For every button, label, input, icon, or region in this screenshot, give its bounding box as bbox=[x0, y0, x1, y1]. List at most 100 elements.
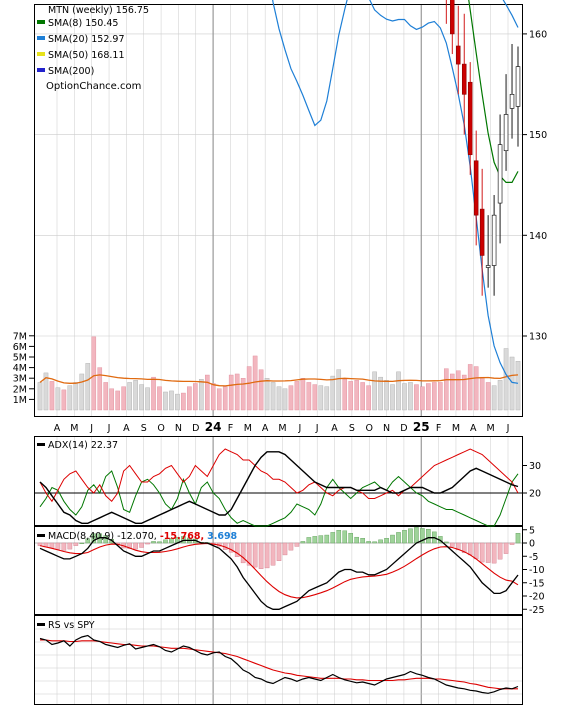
x-tick-label: N bbox=[175, 423, 182, 434]
macd-histogram-bar bbox=[258, 542, 264, 569]
x-tick-label: A bbox=[54, 423, 61, 434]
x-tick-label: A bbox=[262, 423, 269, 434]
volume-bar bbox=[67, 385, 73, 411]
macd-tick-label: 0 bbox=[529, 539, 535, 550]
volume-tick-label: 3M bbox=[13, 374, 27, 385]
macd-legend-swatch bbox=[37, 534, 45, 537]
macd-legend-value2: 3.698 bbox=[207, 531, 237, 542]
candle-body bbox=[461, 63, 467, 95]
macd-histogram-bar bbox=[336, 530, 342, 544]
macd-histogram-bar bbox=[234, 542, 240, 557]
macd-histogram-bar bbox=[467, 542, 473, 556]
macd-histogram-bar bbox=[276, 542, 282, 561]
volume-bar bbox=[473, 366, 479, 411]
volume-bar bbox=[402, 383, 407, 411]
volume-bar bbox=[205, 374, 210, 411]
macd-histogram-bar bbox=[91, 533, 97, 544]
volume-bar bbox=[426, 383, 431, 411]
x-tick-label: A bbox=[123, 423, 130, 434]
x-tick-label: F bbox=[228, 423, 233, 434]
legend-sma8: SMA(8) 150.45 bbox=[48, 18, 118, 29]
volume-bar bbox=[336, 369, 342, 411]
macd-signal-line bbox=[39, 542, 519, 599]
macd-histogram-bar bbox=[228, 542, 234, 553]
macd-tick-label: -20 bbox=[529, 592, 545, 603]
macd-histogram-bar bbox=[485, 542, 491, 563]
macd-histogram-bar bbox=[390, 534, 395, 544]
volume-bar bbox=[109, 388, 114, 411]
x-tick-label: O bbox=[157, 423, 164, 434]
macd-histogram-bar bbox=[396, 532, 401, 544]
macd-histogram-bar bbox=[169, 538, 174, 544]
legend-sma200: SMA(200) bbox=[48, 66, 94, 77]
macd-histogram-bar bbox=[324, 534, 330, 544]
volume-bar bbox=[461, 374, 467, 411]
volume-bar bbox=[79, 373, 85, 411]
x-tick-label: N bbox=[383, 423, 390, 434]
volume-bar bbox=[372, 371, 377, 411]
volume-bar bbox=[276, 386, 282, 411]
volume-bar bbox=[175, 393, 180, 411]
macd-histogram-bar bbox=[473, 542, 479, 560]
rs-line bbox=[39, 634, 519, 694]
macd-legend-label: MACD(8,40,9) -12.070, bbox=[48, 531, 157, 542]
x-tick-label: D bbox=[192, 423, 199, 434]
axis-layer: 130140150160170180190200210220230240250A… bbox=[13, 29, 547, 616]
x-tick-label: S bbox=[141, 423, 147, 434]
legend-swatch-sma8 bbox=[37, 20, 45, 24]
x-tick-label: M bbox=[452, 423, 460, 434]
volume-tick-label: 4M bbox=[13, 363, 27, 374]
volume-bar bbox=[103, 382, 109, 411]
macd-tick-label: -25 bbox=[529, 605, 545, 616]
macd-histogram-bar bbox=[79, 542, 85, 545]
volume-bar bbox=[390, 384, 395, 411]
macd-histogram-bar bbox=[491, 542, 497, 564]
candle-body bbox=[473, 160, 479, 216]
volume-tick-label: 2M bbox=[13, 384, 27, 395]
price-legend: MTN (weekly) 156.75 SMA(8) 150.45 SMA(20… bbox=[37, 5, 149, 92]
macd-histogram-bar bbox=[318, 535, 324, 544]
volume-bar bbox=[61, 389, 67, 411]
adx-legend-swatch bbox=[37, 443, 45, 446]
macd-tick-label: 5 bbox=[529, 525, 535, 536]
volume-bar bbox=[455, 370, 461, 411]
volume-bar bbox=[55, 387, 61, 411]
candle-body bbox=[503, 114, 509, 152]
macd-histogram-bar bbox=[479, 542, 485, 563]
macd-histogram-bar bbox=[37, 542, 43, 546]
macd-histogram-bar bbox=[330, 532, 336, 544]
macd-histogram-bar bbox=[372, 541, 377, 544]
volume-bar bbox=[157, 386, 162, 411]
macd-histogram-bar bbox=[497, 542, 503, 560]
adx-legend: ADX(14) 22.37 bbox=[48, 440, 118, 451]
volume-bar bbox=[85, 363, 91, 411]
volume-bar bbox=[485, 382, 491, 411]
macd-histogram-bar bbox=[503, 542, 509, 554]
macd-tick-label: -10 bbox=[529, 565, 545, 576]
x-tick-label: J bbox=[506, 423, 510, 434]
candle-body bbox=[456, 45, 461, 65]
legend-title: MTN (weekly) 156.75 bbox=[48, 5, 149, 16]
volume-bar bbox=[300, 378, 306, 411]
macd-histogram-bar bbox=[61, 542, 67, 551]
volume-tick-label: 7M bbox=[13, 331, 27, 342]
bollinger-lower-line bbox=[272, 0, 519, 384]
macd-histogram-bar bbox=[461, 542, 467, 554]
macd-histogram-bar bbox=[366, 541, 371, 544]
volume-bar bbox=[491, 385, 497, 411]
macd-histogram-bar bbox=[240, 542, 246, 564]
volume-bar bbox=[288, 385, 294, 411]
macd-histogram-bar bbox=[348, 532, 353, 544]
x-tick-label: M bbox=[278, 423, 286, 434]
volume-bar bbox=[312, 384, 318, 411]
macd-histogram-bar bbox=[294, 542, 300, 547]
price-tick-label: 130 bbox=[529, 332, 547, 343]
candle-body bbox=[479, 208, 485, 256]
macd-histogram-bar bbox=[342, 530, 348, 544]
volume-bar bbox=[515, 361, 521, 411]
x-tick-label: F bbox=[436, 423, 441, 434]
volume-bar bbox=[216, 388, 222, 411]
macd-histogram-bar bbox=[282, 542, 288, 556]
rs-ma-line bbox=[40, 639, 518, 690]
macd-histogram-bar bbox=[426, 529, 431, 544]
